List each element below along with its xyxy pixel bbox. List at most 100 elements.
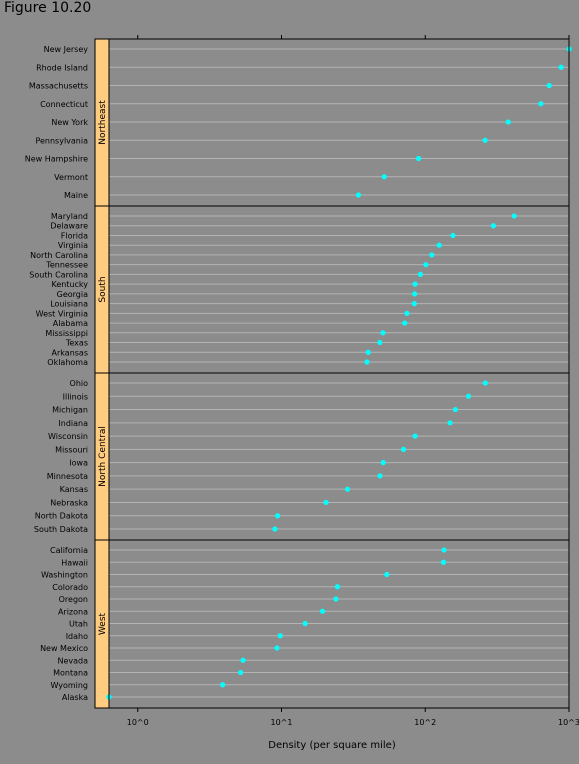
state-label: California [50, 546, 88, 555]
data-point [380, 460, 386, 466]
state-label: Arkansas [52, 348, 88, 357]
x-axis-title: Density (per square mile) [268, 740, 396, 751]
strip-south [95, 206, 109, 373]
state-label: Louisiana [50, 300, 88, 309]
data-point [452, 406, 458, 413]
data-point [302, 620, 308, 627]
state-label: Kentucky [51, 280, 88, 289]
state-label: New York [51, 118, 88, 127]
data-point [546, 82, 552, 89]
data-point [220, 682, 226, 688]
data-point [417, 271, 424, 277]
x-tick-label: 10^2 [414, 718, 436, 727]
state-label: Utah [69, 620, 88, 629]
data-point [384, 571, 390, 578]
state-label: Kansas [60, 485, 88, 494]
state-label: Virginia [58, 241, 88, 250]
data-point [450, 232, 456, 239]
data-point [404, 310, 410, 316]
data-point [482, 380, 488, 386]
state-label: New Hampshire [25, 155, 88, 164]
state-label: Georgia [57, 290, 88, 299]
state-label: Florida [61, 231, 88, 240]
state-label: Hawaii [61, 558, 88, 567]
data-point [436, 242, 442, 248]
data-point [411, 301, 417, 307]
data-point [402, 320, 408, 326]
state-label: Alaska [62, 693, 88, 702]
state-label: Missouri [55, 445, 88, 454]
data-point [277, 633, 283, 639]
data-point [538, 101, 544, 107]
data-point [274, 645, 280, 651]
state-label: Michigan [52, 406, 88, 415]
data-point [238, 669, 244, 676]
state-label: Washington [41, 571, 88, 580]
state-label: Minnesota [47, 472, 88, 481]
state-label: Montana [53, 669, 88, 678]
state-label: North Carolina [30, 251, 88, 260]
data-point [333, 596, 339, 602]
figure-title: Figure 10.20 [4, 0, 92, 16]
data-point [272, 526, 278, 532]
strip-label: South [98, 276, 108, 302]
data-point [429, 252, 435, 258]
strip-label: Northeast [98, 100, 108, 145]
plot-frame [94, 38, 570, 709]
data-point [511, 213, 517, 219]
data-point [355, 192, 362, 198]
state-label: Idaho [66, 632, 88, 641]
data-point [440, 559, 447, 565]
data-point [377, 339, 383, 346]
data-point [275, 513, 281, 519]
state-label: Delaware [50, 222, 88, 231]
state-label: West Virginia [36, 309, 88, 318]
data-point [412, 281, 418, 287]
state-label: Wisconsin [48, 432, 88, 441]
x-tick-label: 10^1 [271, 718, 293, 727]
state-label: Indiana [58, 419, 88, 428]
data-point [412, 433, 418, 439]
data-point [490, 223, 497, 229]
state-label: Arizona [58, 607, 88, 616]
data-point [364, 359, 370, 365]
state-label: Texas [65, 339, 88, 348]
data-point [344, 486, 351, 492]
state-label: Maine [64, 191, 88, 200]
state-label: New Jersey [44, 45, 89, 54]
data-point [381, 174, 387, 180]
strip-west [95, 540, 109, 708]
data-point [365, 349, 371, 355]
state-label: Connecticut [40, 100, 88, 109]
state-label: Pennsylvania [35, 136, 88, 145]
state-label: Nevada [57, 656, 88, 665]
data-point [558, 64, 564, 70]
strip-northeast [95, 39, 109, 206]
data-point [323, 499, 329, 506]
strip-north-central [95, 373, 109, 540]
state-label: Oregon [59, 595, 88, 604]
state-label: Wyoming [50, 681, 88, 690]
state-label: Alabama [53, 319, 88, 328]
state-label: Vermont [54, 173, 88, 182]
state-label: South Carolina [29, 270, 88, 279]
data-point [447, 420, 453, 426]
data-point [482, 137, 488, 143]
state-label: North Dakota [35, 512, 88, 521]
data-point [441, 547, 447, 553]
data-point [465, 393, 472, 399]
state-label: Rhode Island [36, 63, 88, 72]
data-point [400, 446, 407, 452]
x-tick-label: 10^0 [127, 718, 149, 727]
data-point [377, 473, 383, 479]
data-point [412, 291, 418, 297]
state-label: Tennessee [45, 261, 88, 270]
state-label: Oklahoma [47, 358, 88, 367]
x-tick-label: 10^3 [558, 718, 579, 727]
strip-label: North Central [98, 426, 108, 487]
data-point [380, 330, 386, 336]
data-point [334, 584, 341, 590]
state-label: Colorado [52, 583, 88, 592]
state-label: Illinois [63, 392, 88, 401]
state-label: Mississippi [45, 329, 88, 338]
